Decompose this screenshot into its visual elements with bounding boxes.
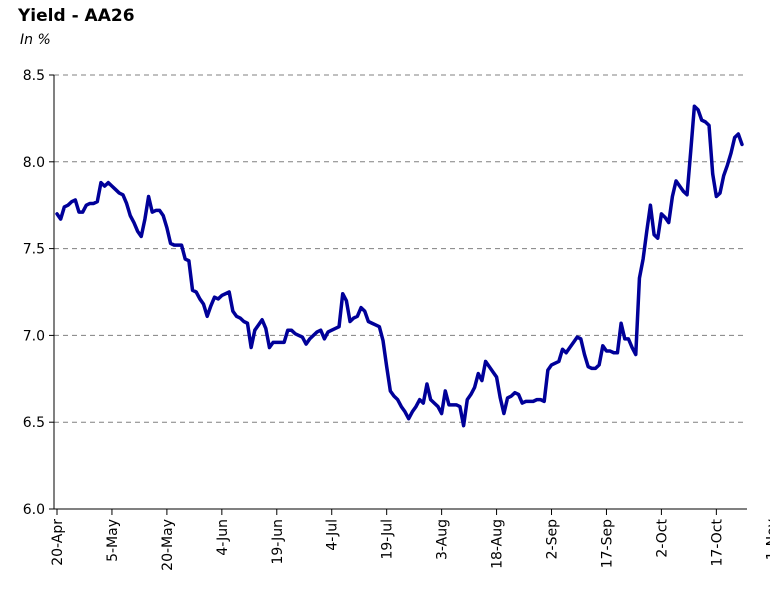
gridlines [54,74,747,423]
axes [53,75,747,510]
series-line-0 [55,104,744,428]
y-tick-label: 7.0 [23,328,45,344]
x-tick-label: 2-Sep [545,519,561,559]
x-tick-label: 20-May [160,519,176,571]
x-tick-label: 17-Oct [709,518,725,566]
x-tick-label: 19-Jul [380,519,396,560]
y-tick-label: 8.0 [23,155,45,171]
chart-subtitle: In % [20,32,51,48]
x-tick-label: 17-Sep [599,519,615,568]
x-tick-label: 20-Apr [50,519,66,566]
y-tick-label: 7.5 [23,242,45,258]
series-layer [55,104,744,428]
chart-title: Yield - AA26 [18,6,135,26]
x-tick-label: 1-Nov [764,519,770,560]
y-tick-label: 6.0 [23,502,45,518]
x-tick-label: 5-May [105,519,121,562]
x-tick-label: 3-Aug [435,519,451,560]
y-tick-label: 6.5 [23,415,45,431]
x-tick-label: 2-Oct [654,518,670,557]
x-tick-label: 18-Aug [490,519,506,569]
x-axis-ticks: 20-Apr 5-May 20-May 4-Jun 19-Jun 4-Jul 19-Jul 3… [50,509,770,571]
x-tick-label: 4-Jun [215,519,231,556]
x-tick-label: 19-Jun [270,519,286,565]
y-tick-label: 8.5 [23,68,45,84]
x-tick-label: 4-Jul [325,519,341,551]
y-axis-ticks: 6.0 6.5 7.0 7.5 8.0 8.5 [23,68,54,518]
